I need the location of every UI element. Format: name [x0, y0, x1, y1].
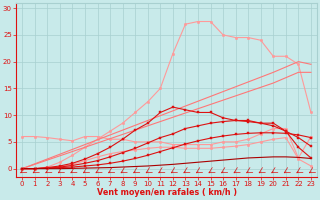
X-axis label: Vent moyen/en rafales ( km/h ): Vent moyen/en rafales ( km/h ): [97, 188, 237, 197]
